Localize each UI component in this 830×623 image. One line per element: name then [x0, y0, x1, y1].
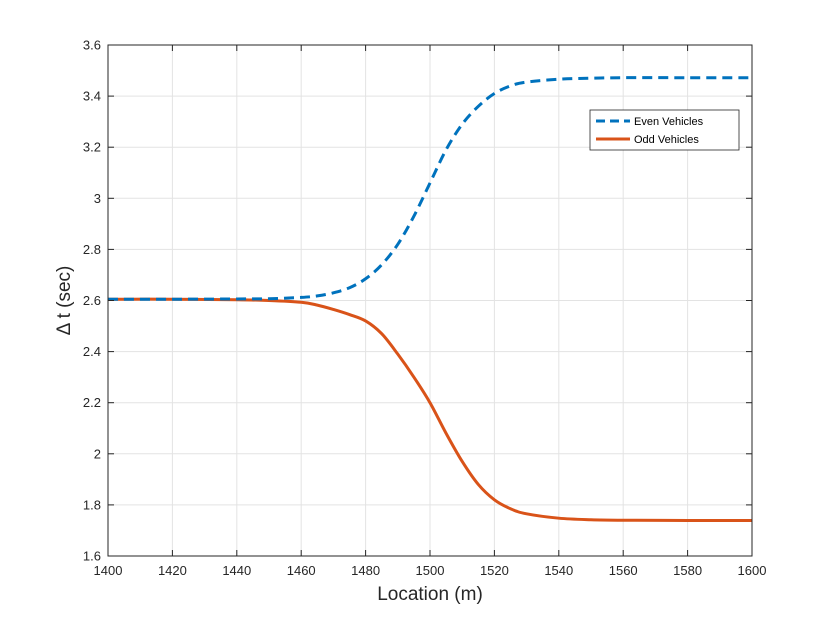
y-tick-label: 3: [94, 191, 101, 206]
x-tick-label: 1560: [609, 563, 638, 578]
y-tick-label: 2.6: [83, 293, 101, 308]
x-tick-label: 1400: [94, 563, 123, 578]
y-axis-title: Δ t (sec): [54, 266, 75, 336]
y-tick-label: 3.2: [83, 140, 101, 155]
y-tick-label: 2.2: [83, 395, 101, 410]
legend-box: [589, 109, 740, 151]
x-tick-label: 1520: [480, 563, 509, 578]
axis-ticks: 1400 1420 1440 1460 1480 1500 1520 1540 1560 1580…: [83, 38, 767, 579]
y-tick-label: 2: [94, 446, 101, 461]
legend-label-odd-vehicles: Odd Vehicles: [634, 134, 699, 146]
y-tick-label: 2.4: [83, 344, 101, 359]
series-line-even-vehicles: [107, 76, 752, 301]
series-group: [107, 76, 753, 523]
x-tick-label: 1460: [287, 563, 316, 578]
x-tick-label: 1580: [673, 563, 702, 578]
y-tick-label: 3.6: [83, 38, 101, 53]
legend-label-even-vehicles: Even Vehicles: [634, 116, 704, 128]
y-tick-label: 2.8: [83, 242, 101, 257]
y-tick-label: 3.4: [83, 89, 101, 104]
x-tick-label: 1540: [544, 563, 573, 578]
legend: Even Vehicles Odd Vehicles: [589, 109, 740, 151]
y-tick-label: 1.8: [83, 497, 101, 512]
series-line-odd-vehicles: [107, 297, 753, 523]
x-tick-label: 1500: [416, 563, 445, 578]
x-tick-label: 1420: [158, 563, 187, 578]
y-tick-label: 1.6: [83, 549, 101, 564]
x-tick-label: 1440: [222, 563, 251, 578]
x-axis-title: Location (m): [377, 584, 483, 605]
x-tick-label: 1600: [738, 563, 767, 578]
x-tick-label: 1480: [351, 563, 380, 578]
